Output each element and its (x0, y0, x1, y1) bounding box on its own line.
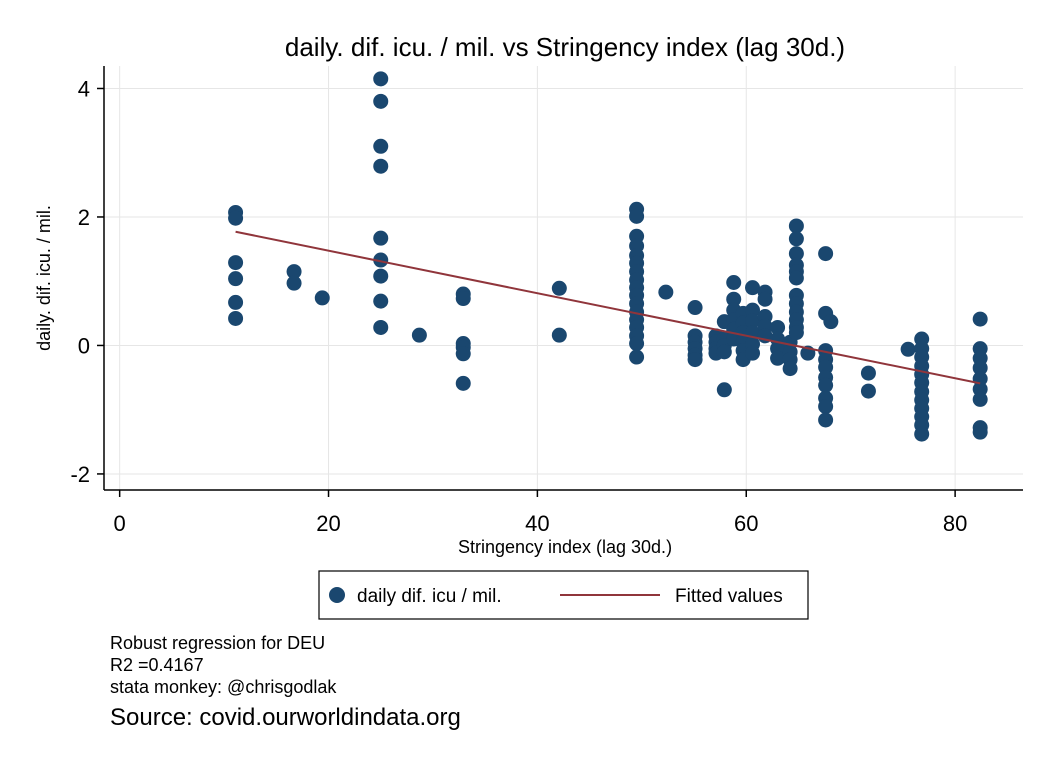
scatter-point (373, 268, 389, 284)
scatter-point (716, 344, 732, 360)
scatter-point (228, 255, 244, 271)
x-axis-label: Stringency index (lag 30d.) (458, 537, 672, 557)
scatter-point (972, 360, 988, 376)
scatter-point (687, 352, 703, 368)
legend-label-fit: Fitted values (675, 586, 783, 607)
legend-marker-scatter (329, 587, 345, 603)
legend: daily dif. icu / mil. Fitted values (318, 570, 809, 620)
scatter-point (818, 359, 834, 375)
scatter-point (228, 271, 244, 287)
scatter-point (726, 274, 742, 290)
scatter-point (373, 93, 389, 109)
scatter-point (972, 391, 988, 407)
scatter-point (658, 284, 674, 300)
scatter-point (860, 383, 876, 399)
scatter-point (788, 231, 804, 247)
x-tick-label: 20 (316, 511, 340, 536)
scatter-points (228, 71, 988, 442)
x-tick-label: 40 (525, 511, 549, 536)
scatter-point (373, 293, 389, 309)
scatter-point (972, 424, 988, 440)
scatter-point (770, 350, 786, 366)
scatter-point (818, 246, 834, 262)
scatter-point (972, 311, 988, 327)
scatter-point (629, 208, 645, 224)
scatter-point (411, 327, 427, 343)
scatter-point (373, 252, 389, 268)
chart-title: daily. dif. icu. / mil. vs Stringency in… (285, 32, 845, 62)
scatter-point (551, 280, 567, 296)
scatter-point (629, 349, 645, 365)
fitted-line (235, 230, 981, 385)
scatter-point (373, 138, 389, 154)
scatter-point (770, 319, 786, 335)
scatter-point (373, 71, 389, 87)
y-tick-label: -2 (70, 462, 90, 487)
scatter-point (745, 302, 761, 318)
scatter-point (286, 264, 302, 280)
scatter-point (286, 275, 302, 291)
scatter-point (629, 336, 645, 352)
y-tick-label: 4 (78, 76, 90, 101)
scatter-point (782, 361, 798, 377)
scatter-point (788, 218, 804, 234)
scatter-point (745, 345, 761, 361)
y-tick-label: 0 (78, 333, 90, 358)
scatter-point (455, 375, 471, 391)
scatter-point (818, 398, 834, 414)
scatter-point (455, 291, 471, 307)
y-axis-label: daily. dif. icu. / mil. (34, 205, 54, 351)
scatter-point (823, 314, 839, 330)
tick-labels: 0 20 40 60 80 -2 0 2 4 (70, 76, 967, 536)
scatter-point (818, 377, 834, 393)
scatter-point (455, 346, 471, 362)
note-credit: stata monkey: @chrisgodlak (110, 677, 337, 697)
note-regression: Robust regression for DEU (110, 633, 326, 653)
legend-label-scatter: daily dif. icu / mil. (357, 586, 502, 607)
scatter-point (716, 382, 732, 398)
scatter-point (687, 300, 703, 316)
fit-line (235, 230, 981, 385)
x-tick-label: 0 (114, 511, 126, 536)
scatter-point (373, 319, 389, 335)
scatter-point (972, 381, 988, 397)
scatter-point (745, 280, 761, 296)
scatter-point (745, 313, 761, 329)
scatter-point (228, 310, 244, 326)
grid (104, 66, 1023, 490)
scatter-point (726, 291, 742, 307)
scatter-point (788, 246, 804, 262)
axes (97, 66, 1023, 497)
scatter-point (228, 294, 244, 310)
scatter-point (314, 290, 330, 306)
source-note: Source: covid.ourworldindata.org (110, 704, 461, 731)
y-tick-label: 2 (78, 205, 90, 230)
scatter-point (788, 325, 804, 341)
x-tick-label: 80 (943, 511, 967, 536)
scatter-point (788, 270, 804, 286)
scatter-point (551, 327, 567, 343)
scatter-point (373, 230, 389, 246)
scatter-point (373, 158, 389, 174)
scatter-chart: daily. dif. icu. / mil. vs Stringency in… (34, 32, 1023, 620)
scatter-point (914, 426, 930, 442)
note-r2: R2 =0.4167 (110, 655, 204, 675)
scatter-point (228, 210, 244, 226)
scatter-point (860, 365, 876, 381)
scatter-point (900, 341, 916, 357)
x-tick-label: 60 (734, 511, 758, 536)
scatter-point (818, 412, 834, 428)
scatter-point (757, 291, 773, 307)
